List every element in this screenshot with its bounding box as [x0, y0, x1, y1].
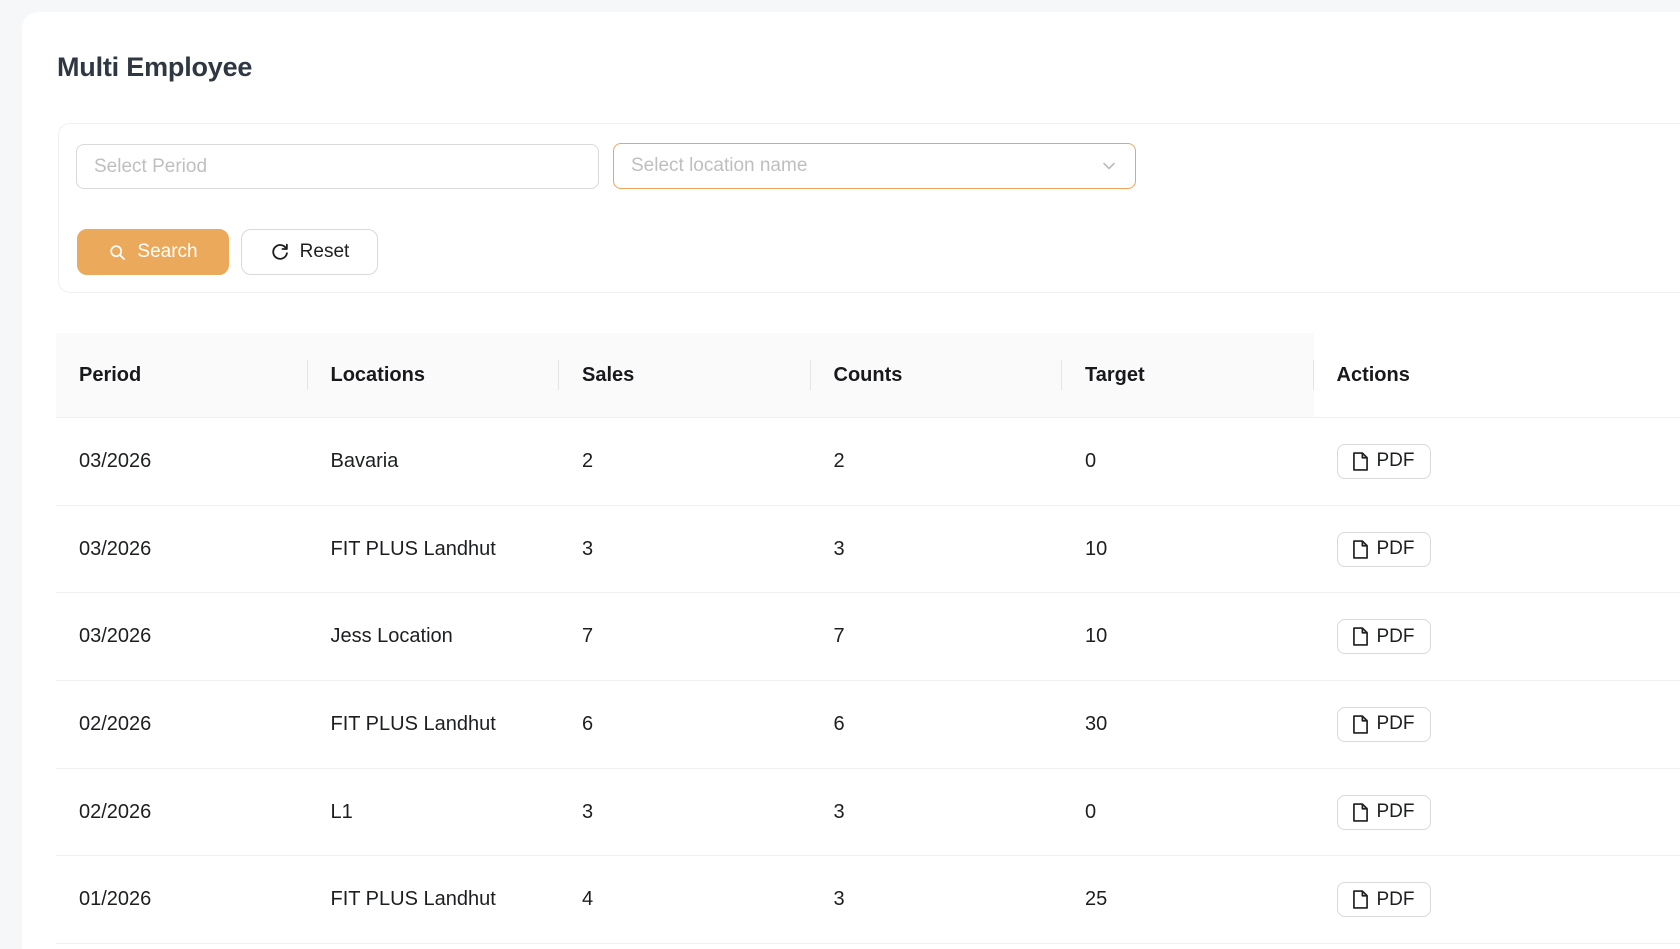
- cell-target: 10: [1062, 593, 1314, 682]
- reset-button[interactable]: Reset: [241, 229, 378, 275]
- period-input[interactable]: [76, 144, 599, 189]
- cell-period: 02/2026: [56, 681, 308, 769]
- cell-counts: 6: [810, 681, 1062, 769]
- cell-counts: 3: [810, 856, 1062, 945]
- column-header-period: Period: [56, 333, 308, 418]
- cell-sales: 3: [559, 505, 811, 594]
- table-row: 01/2026 FIT PLUS Landhut 4 3 25 PDF: [56, 856, 1680, 945]
- column-header-target: Target: [1062, 333, 1314, 418]
- cell-target: 25: [1062, 856, 1314, 945]
- table-row: 03/2026 Bavaria 2 2 0 PDF: [56, 418, 1680, 506]
- file-icon: [1352, 539, 1368, 559]
- pdf-button[interactable]: PDF: [1336, 443, 1431, 479]
- pdf-button[interactable]: PDF: [1336, 794, 1431, 830]
- cell-counts: 2: [810, 418, 1062, 506]
- cell-sales: 3: [559, 768, 811, 857]
- cell-target: 0: [1062, 768, 1314, 857]
- cell-actions: PDF: [1313, 505, 1680, 594]
- file-icon: [1352, 452, 1368, 471]
- pdf-button[interactable]: PDF: [1336, 882, 1431, 918]
- column-header-actions: Actions: [1313, 333, 1680, 418]
- cell-location: L1: [307, 768, 559, 857]
- pdf-button-label: PDF: [1376, 801, 1415, 823]
- cell-actions: PDF: [1313, 593, 1680, 682]
- table-row: 02/2026 FIT PLUS Landhut 6 6 30 PDF: [56, 681, 1680, 769]
- reload-icon: [270, 242, 290, 262]
- file-icon: [1352, 715, 1368, 734]
- file-icon: [1352, 802, 1368, 822]
- pdf-button[interactable]: PDF: [1336, 531, 1431, 567]
- cell-counts: 3: [810, 505, 1062, 594]
- location-select-placeholder: Select location name: [631, 155, 808, 176]
- column-header-sales: Sales: [559, 333, 811, 418]
- cell-location: Jess Location: [307, 593, 559, 682]
- cell-location: FIT PLUS Landhut: [307, 856, 559, 945]
- cell-sales: 2: [559, 418, 811, 506]
- file-icon: [1352, 627, 1368, 646]
- cell-period: 03/2026: [56, 505, 308, 594]
- pdf-button-label: PDF: [1376, 713, 1415, 735]
- cell-period: 03/2026: [56, 418, 308, 506]
- pdf-button-label: PDF: [1376, 450, 1415, 472]
- search-button[interactable]: Search: [77, 229, 229, 275]
- reset-button-label: Reset: [299, 241, 350, 262]
- cell-sales: 6: [559, 681, 811, 769]
- search-icon: [108, 243, 127, 262]
- page-title: Multi Employee: [57, 52, 253, 82]
- cell-counts: 7: [810, 593, 1062, 682]
- cell-target: 30: [1062, 681, 1314, 769]
- search-button-label: Search: [137, 241, 198, 262]
- filter-buttons: Search Reset: [77, 229, 378, 275]
- cell-actions: PDF: [1313, 856, 1680, 945]
- pdf-button-label: PDF: [1376, 538, 1415, 560]
- pdf-button[interactable]: PDF: [1336, 706, 1431, 742]
- column-header-counts: Counts: [810, 333, 1062, 418]
- pdf-button-label: PDF: [1376, 625, 1415, 647]
- file-icon: [1352, 890, 1368, 910]
- cell-location: FIT PLUS Landhut: [307, 681, 559, 769]
- cell-period: 01/2026: [56, 856, 308, 945]
- cell-period: 03/2026: [56, 593, 308, 682]
- cell-location: Bavaria: [307, 418, 559, 506]
- cell-target: 10: [1062, 505, 1314, 594]
- chevron-down-icon: [1101, 158, 1117, 174]
- results-table: Period Locations Sales Counts Target Act…: [56, 333, 1680, 945]
- table-row: 03/2026 FIT PLUS Landhut 3 3 10 PDF: [56, 505, 1680, 594]
- cell-target: 0: [1062, 418, 1314, 506]
- cell-actions: PDF: [1313, 768, 1680, 857]
- column-header-locations: Locations: [307, 333, 559, 418]
- pdf-button[interactable]: PDF: [1336, 619, 1431, 655]
- cell-actions: PDF: [1313, 418, 1680, 506]
- cell-sales: 4: [559, 856, 811, 945]
- filter-panel: Select location name Search: [58, 123, 1680, 293]
- cell-sales: 7: [559, 593, 811, 682]
- cell-location: FIT PLUS Landhut: [307, 505, 559, 594]
- content-card: Multi Employee Select location name: [22, 12, 1680, 949]
- cell-counts: 3: [810, 768, 1062, 857]
- cell-actions: PDF: [1313, 681, 1680, 769]
- location-select[interactable]: Select location name: [613, 143, 1136, 189]
- pdf-button-label: PDF: [1376, 888, 1415, 910]
- table-header-row: Period Locations Sales Counts Target Act…: [56, 333, 1680, 418]
- cell-period: 02/2026: [56, 768, 308, 857]
- table-row: 02/2026 L1 3 3 0 PDF: [56, 768, 1680, 857]
- table-row: 03/2026 Jess Location 7 7 10 PDF: [56, 593, 1680, 682]
